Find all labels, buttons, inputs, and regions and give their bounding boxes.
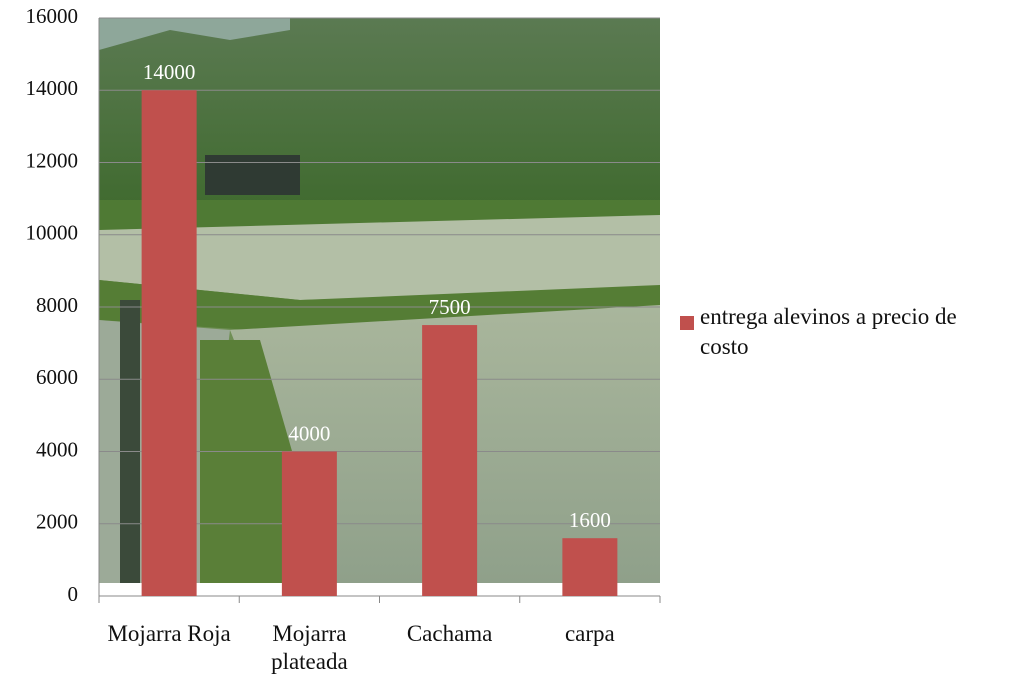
y-tick-label: 0 <box>68 582 79 606</box>
x-tick-label: Mojarra plateada <box>271 621 348 674</box>
data-label: 7500 <box>429 295 471 319</box>
y-tick-label: 8000 <box>36 293 78 317</box>
y-tick-label: 16000 <box>26 4 79 28</box>
y-tick-label: 4000 <box>36 437 78 461</box>
bar <box>562 538 618 596</box>
data-label: 1600 <box>569 508 611 532</box>
y-tick-label: 14000 <box>26 76 79 100</box>
x-tick-label: carpa <box>564 621 615 646</box>
legend-label: entrega alevinos a precio de costo <box>700 304 957 359</box>
bar <box>281 451 337 596</box>
bar <box>422 325 478 596</box>
data-label: 4000 <box>288 421 330 445</box>
x-tick-label: Mojarra Roja <box>107 621 231 646</box>
bar <box>141 90 197 596</box>
y-tick-label: 10000 <box>26 221 79 245</box>
y-tick-label: 12000 <box>26 148 79 172</box>
x-tick-label: Cachama <box>406 621 493 646</box>
data-label: 14000 <box>143 60 196 84</box>
y-tick-label: 6000 <box>36 365 78 389</box>
y-tick-label: 2000 <box>36 510 78 534</box>
legend-swatch <box>680 316 694 330</box>
